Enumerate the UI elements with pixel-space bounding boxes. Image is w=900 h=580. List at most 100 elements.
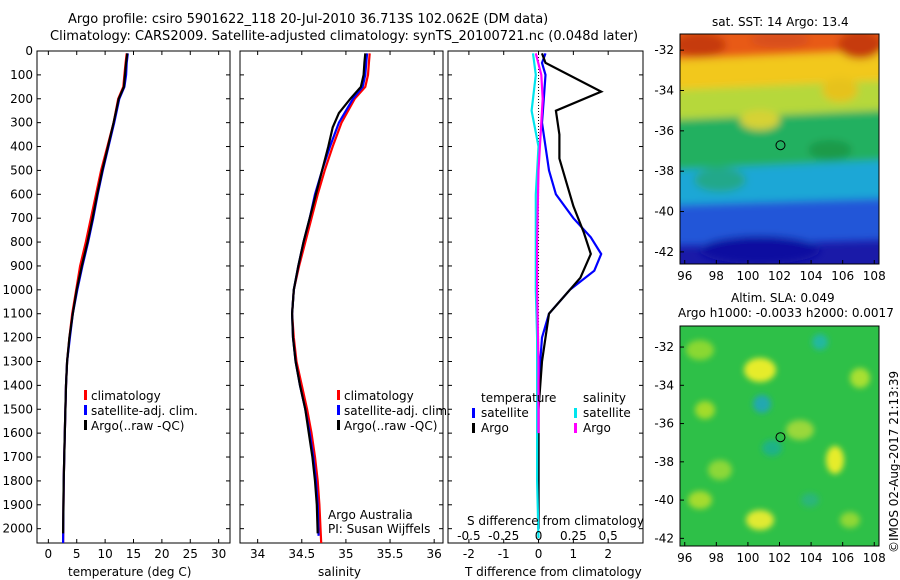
difference-axes [447, 50, 644, 544]
series-line-s-argo [534, 53, 544, 434]
salinity-xlabel: salinity [318, 565, 362, 579]
map-lon-label: 96 [677, 269, 692, 283]
map-lat-label: -42 [654, 245, 674, 259]
map-lon-label: 96 [677, 551, 692, 565]
x-tick-label: 1 [570, 547, 578, 561]
sla-float-marker [775, 432, 786, 443]
axis-ticks: 0 5 10 15 20 25 300100200300400500600700800900… [2, 44, 643, 561]
map-lon-label: 102 [768, 551, 791, 565]
map-lon-label: 98 [709, 269, 724, 283]
x-tick-label: 10 [97, 547, 112, 561]
x-tick-label: 2 [604, 547, 612, 561]
map-lat-label: -32 [654, 43, 674, 57]
legend-swatch [84, 420, 87, 430]
y-tick-label: 600 [10, 187, 33, 201]
y-tick-label: 500 [10, 163, 33, 177]
legend-label: climatology [344, 389, 414, 403]
legend-swatch [574, 423, 577, 433]
map-lat-label: -40 [654, 493, 674, 507]
s-tick-label: 0 [535, 529, 543, 543]
map-lat-label: -40 [654, 205, 674, 219]
y-tick-label: 0 [25, 44, 33, 58]
series-line-argo [62, 53, 129, 534]
title-line-2: Climatology: CARS2009. Satellite-adjuste… [50, 29, 639, 44]
legend-label: Argo [583, 421, 611, 435]
legend-swatch [337, 420, 340, 430]
temperature-axes [36, 50, 231, 544]
map-lon-label: 108 [863, 269, 886, 283]
x-tick-label: -2 [463, 547, 475, 561]
map-lon-label: 98 [709, 551, 724, 565]
x-tick-label: 34.5 [288, 547, 315, 561]
x-tick-label: 35.5 [377, 547, 404, 561]
legend-label: Argo(..raw -QC) [91, 419, 184, 433]
x-tick-label: 0 [45, 547, 53, 561]
map-lon-label: 106 [831, 551, 854, 565]
map-lon-label: 104 [800, 269, 823, 283]
x-tick-label: -1 [498, 547, 510, 561]
legend-swatch [84, 390, 87, 400]
sla-map-ticks: 96 98 100 102 104 106 108 -32 -34 -36 -38 -40 -42 [654, 340, 885, 565]
y-tick-label: 400 [10, 140, 33, 154]
legend-swatch [472, 423, 475, 433]
sla-map-title-1: Altim. SLA: 0.049 [731, 291, 835, 305]
legend-swatch [574, 408, 577, 418]
map-lat-label: -38 [654, 164, 674, 178]
s-tick-label: -0.5 [457, 529, 480, 543]
legend-label: climatology [91, 389, 161, 403]
map-lat-label: -32 [654, 340, 674, 354]
sst-map [680, 34, 879, 264]
y-tick-label: 800 [10, 235, 33, 249]
sst-float-marker [775, 140, 786, 151]
difference-series [530, 51, 604, 543]
salinity-axes [239, 50, 444, 544]
x-tick-label: 35 [338, 547, 353, 561]
y-tick-label: 1200 [2, 331, 33, 345]
legend-swatch [84, 405, 87, 415]
y-tick-label: 2000 [2, 522, 33, 536]
temperature-series [62, 53, 129, 543]
y-tick-label: 700 [10, 211, 33, 225]
legend-label: satellite-adj. clim. [344, 404, 451, 418]
map-lat-label: -36 [654, 124, 674, 138]
x-tick-label: 20 [154, 547, 169, 561]
y-tick-label: 200 [10, 92, 33, 106]
y-tick-label: 100 [10, 68, 33, 82]
y-tick-label: 1700 [2, 450, 33, 464]
map-lon-label: 108 [863, 551, 886, 565]
map-lat-label: -34 [654, 378, 674, 392]
legend-header-temperature: temperature [481, 391, 556, 405]
legend-label: Argo [481, 421, 509, 435]
credit-stamp: ©IMOS 02-Aug-2017 21:13:39 [887, 370, 900, 553]
series-line-satellite [290, 53, 369, 536]
map-lon-label: 100 [736, 269, 759, 283]
legend-swatch [472, 408, 475, 418]
sst-map-title: sat. SST: 14 Argo: 13.4 [712, 15, 849, 29]
y-tick-label: 1400 [2, 378, 33, 392]
annotation-pi: PI: Susan Wijffels [328, 522, 431, 536]
sla-map-title-2: Argo h1000: -0.0033 h2000: 0.0017 [678, 306, 894, 320]
legend-label: Argo(..raw -QC) [344, 419, 437, 433]
x-tick-label: 0 [535, 547, 543, 561]
series-line-climatology [62, 53, 128, 543]
map-lon-label: 106 [831, 269, 854, 283]
legend-label: satellite [583, 406, 631, 420]
map-lon-label: 102 [768, 269, 791, 283]
series-line-s-satellite [530, 53, 540, 539]
map-lat-label: -42 [654, 531, 674, 545]
t-difference-xlabel: T difference from climatology [465, 565, 642, 579]
map-lat-label: -38 [654, 455, 674, 469]
map-lat-label: -36 [654, 417, 674, 431]
annotation-argo-australia: Argo Australia [328, 508, 413, 522]
map-lon-label: 104 [800, 551, 823, 565]
title-line-1: Argo profile: csiro 5901622_118 20-Jul-2… [68, 12, 549, 27]
s-tick-label: 0.5 [599, 529, 618, 543]
legend-swatch [337, 405, 340, 415]
y-tick-label: 1000 [2, 283, 33, 297]
x-tick-label: 5 [73, 547, 81, 561]
x-tick-label: 25 [183, 547, 198, 561]
temperature-xlabel: temperature (deg C) [68, 565, 192, 579]
series-line-satellite [62, 53, 129, 543]
